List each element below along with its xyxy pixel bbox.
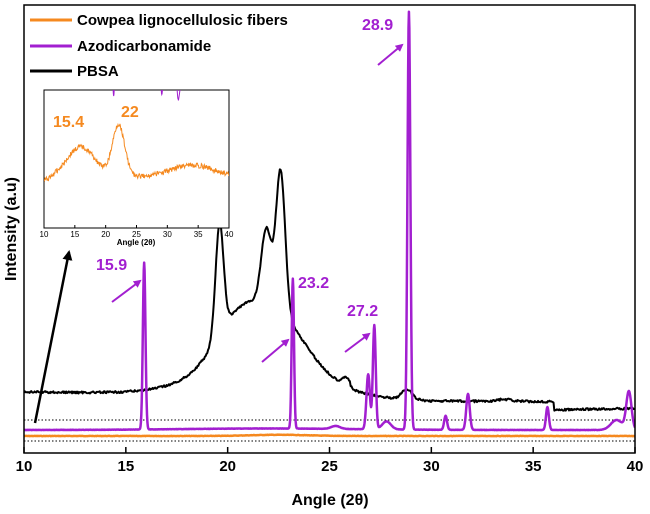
inset-x-tick-label: 20 [101, 230, 110, 239]
x-tick-label: 15 [117, 458, 134, 475]
inset-x-axis-ticks: 10 15 20 25 30 35 40 [40, 225, 234, 239]
x-tick-label: 30 [423, 458, 440, 475]
peak-arrow-27-2 [344, 332, 371, 353]
x-tick-label: 35 [525, 458, 542, 475]
inset-x-tick-label: 35 [194, 230, 203, 239]
legend: Cowpea lignocellulosic fibers Azodicarbo… [30, 12, 288, 80]
peak-arrow-15-9 [111, 279, 142, 303]
y-axis-label: Intensity (a.u) [3, 177, 20, 281]
series-cowpea-line [24, 433, 635, 438]
x-tick-label: 20 [219, 458, 236, 475]
inset-x-tick-label: 25 [132, 230, 141, 239]
x-tick-label: 10 [16, 458, 33, 475]
inset-frame [43, 89, 230, 229]
peak-arrow-28-9 [377, 43, 404, 66]
x-tick-label: 25 [321, 458, 338, 475]
inset-x-tick-label: 15 [70, 230, 79, 239]
peak-arrow-23-2 [261, 338, 290, 363]
x-tick-label: 40 [627, 458, 644, 475]
inset-pointer-arrow [33, 250, 73, 424]
legend-label-azo: Azodicarbonamide [77, 38, 211, 55]
inset-chart: 10 15 20 25 30 35 40 Angle (2θ) 15.4 22 [40, 89, 234, 247]
peak-label-15-9: 15.9 [96, 257, 127, 274]
series-azo-line [24, 10, 635, 432]
inset-series-cowpea-line [44, 122, 229, 182]
peak-label-27-2: 27.2 [347, 303, 378, 320]
legend-label-pbsa: PBSA [77, 63, 119, 80]
inset-x-tick-label: 30 [163, 230, 172, 239]
x-axis-ticks: 10 15 20 25 30 35 40 [16, 447, 644, 475]
inset-x-tick-label: 10 [40, 230, 49, 239]
peak-label-23-2: 23.2 [298, 275, 329, 292]
series-pbsa-line [24, 168, 635, 412]
peak-label-28-9: 28.9 [362, 17, 393, 34]
inset-peak-label-15-4: 15.4 [53, 114, 84, 131]
inset-x-axis-label: Angle (2θ) [117, 238, 156, 247]
x-axis-label: Angle (2θ) [291, 492, 368, 509]
legend-label-cowpea: Cowpea lignocellulosic fibers [77, 12, 288, 29]
inset-x-tick-label: 40 [225, 230, 234, 239]
inset-peak-label-22: 22 [121, 104, 139, 121]
